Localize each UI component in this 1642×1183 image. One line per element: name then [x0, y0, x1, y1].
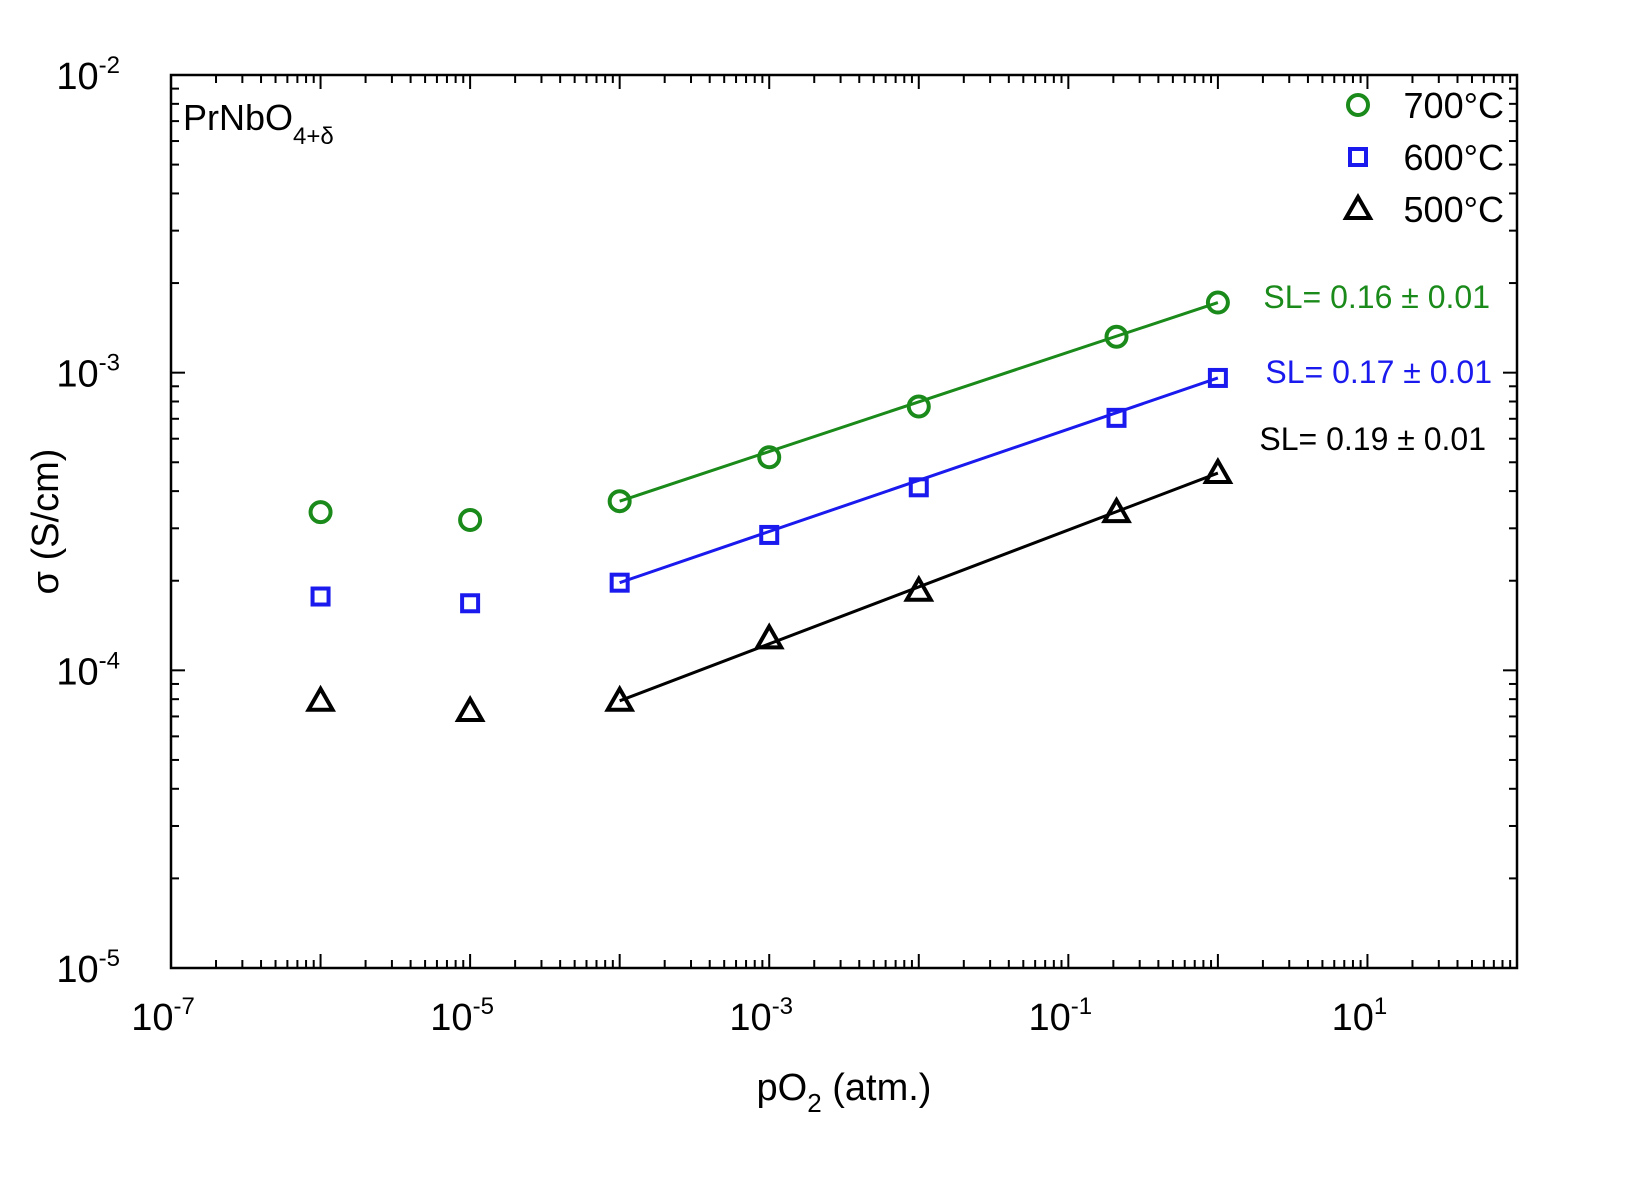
x-tick-label: 10-5	[430, 993, 494, 1039]
data-point-triangle	[903, 574, 935, 602]
data-point-circle	[308, 500, 333, 525]
data-point-circle	[458, 507, 483, 532]
data-point-square	[1106, 407, 1127, 428]
sample-label: PrNbO4+δ	[183, 97, 334, 150]
x-tick-label: 10-3	[729, 993, 793, 1039]
slope-annotation: SL= 0.17 ± 0.01	[1265, 354, 1492, 390]
fit-line-circle	[619, 301, 1219, 503]
fit-line-triangle	[619, 471, 1219, 703]
y-tick-label: 10-5	[56, 945, 120, 991]
y-tick-label: 10-3	[56, 350, 120, 396]
plot-frame	[169, 73, 1519, 970]
data-point-circle	[757, 445, 782, 470]
data-point-circle	[1205, 290, 1230, 315]
y-tick-label: 10-2	[56, 52, 120, 98]
axis-ticks	[170, 75, 1517, 969]
data-point-square	[908, 477, 929, 498]
legend-label: 500°C	[1404, 189, 1504, 230]
fit-lines	[619, 301, 1219, 703]
data-point-circle	[607, 489, 632, 514]
data-point-square	[759, 524, 780, 545]
y-tick-label: 10-4	[56, 647, 120, 693]
y-tick-labels: 10-5 10-4 10-3 10-2	[56, 52, 120, 991]
data-point-triangle	[305, 684, 337, 712]
data-point-triangle	[753, 622, 785, 650]
x-tick-label: 10-1	[1029, 993, 1093, 1039]
data-point-square	[1207, 367, 1228, 388]
x-tick-label: 10-7	[131, 993, 195, 1039]
x-tick-label: 101	[1332, 993, 1388, 1039]
data-point-square	[609, 572, 630, 593]
data-point-circle	[906, 394, 931, 419]
data-point-circle	[1104, 324, 1129, 349]
slope-annotation: SL= 0.16 ± 0.01	[1263, 279, 1490, 315]
data-point-triangle	[1101, 496, 1132, 524]
legend-marker-circle	[1346, 93, 1370, 117]
legend-label: 700°C	[1404, 85, 1504, 126]
data-markers	[305, 290, 1234, 723]
legend-label: 600°C	[1404, 137, 1504, 178]
x-tick-labels: 10-7 10-5 10-3 10-1 101	[131, 993, 1387, 1039]
legend-marker-square	[1348, 147, 1368, 167]
data-point-triangle	[1202, 457, 1234, 485]
data-point-triangle	[454, 694, 486, 723]
y-axis-title: σ (S/cm)	[25, 449, 67, 595]
legend-marker-triangle	[1342, 192, 1374, 220]
x-axis-title: pO2 (atm.)	[757, 1067, 932, 1118]
data-point-square	[460, 593, 481, 614]
data-point-square	[310, 586, 331, 607]
slope-annotation: SL= 0.19 ± 0.01	[1259, 421, 1486, 457]
legend: 700°C 600°C 500°C	[1342, 85, 1504, 230]
slope-annotations: SL= 0.16 ± 0.01 SL= 0.17 ± 0.01 SL= 0.19 ±…	[1259, 279, 1492, 457]
data-point-triangle	[604, 684, 636, 712]
